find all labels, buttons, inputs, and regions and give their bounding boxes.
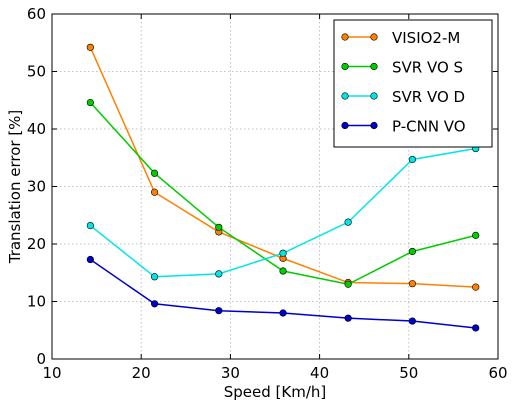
- data-point: [408, 247, 416, 256]
- legend-label: VISIO2-M: [392, 29, 460, 47]
- series-group: [86, 43, 480, 332]
- legend-entry: P-CNN VO: [341, 118, 466, 136]
- legend-entry: VISIO2-M: [341, 29, 460, 47]
- data-point: [86, 43, 94, 51]
- data-point: [150, 188, 159, 196]
- legend-marker: [341, 62, 349, 71]
- y-axis-label: Translation error [%]: [6, 110, 24, 265]
- legend-entry: SVR VO S: [341, 59, 463, 77]
- y-tick-label: 0: [36, 350, 46, 368]
- y-tick-label: 60: [27, 5, 46, 23]
- legend-marker: [370, 92, 378, 100]
- legend-marker: [370, 62, 378, 71]
- series-p-cnn-vo: [86, 255, 480, 332]
- legend-marker: [341, 121, 349, 130]
- legend-label: P-CNN VO: [392, 118, 466, 136]
- data-point: [86, 222, 94, 230]
- x-tick-label: 30: [221, 364, 240, 382]
- x-axis-label: Speed [Km/h]: [224, 383, 327, 401]
- data-point: [215, 307, 223, 315]
- y-tick-label: 40: [27, 120, 46, 138]
- series-svr-vo-s: [86, 98, 480, 288]
- x-tick-label: 40: [310, 364, 329, 382]
- data-point: [215, 223, 223, 231]
- legend-marker: [370, 33, 378, 41]
- data-point: [344, 280, 352, 288]
- data-point: [472, 283, 480, 291]
- data-point: [150, 169, 159, 177]
- legend-marker: [341, 92, 349, 100]
- legend-entry: SVR VO D: [341, 88, 465, 106]
- y-tick-label: 30: [27, 178, 46, 196]
- data-point: [408, 317, 416, 325]
- x-tick-label: 10: [42, 364, 61, 382]
- y-tick-label: 20: [27, 235, 46, 253]
- legend-marker: [370, 121, 378, 130]
- data-point: [408, 280, 416, 288]
- legend-label: SVR VO D: [392, 88, 465, 106]
- data-point: [472, 324, 480, 332]
- data-point: [86, 255, 94, 264]
- x-tick-label: 60: [488, 364, 507, 382]
- legend-marker: [341, 33, 349, 41]
- y-tick-label: 10: [27, 293, 46, 311]
- data-point: [150, 273, 159, 281]
- data-point: [344, 218, 352, 226]
- data-point: [215, 270, 223, 278]
- legend: VISIO2-M SVR VO S SVR VO D P-CNN VO: [333, 19, 493, 148]
- x-tick-label: 50: [399, 364, 418, 382]
- series-svr-vo-d: [86, 144, 480, 281]
- data-point: [279, 249, 287, 257]
- y-tick-label: 50: [27, 63, 46, 81]
- data-point: [279, 267, 287, 275]
- data-point: [86, 98, 94, 107]
- x-tick-label: 20: [132, 364, 151, 382]
- data-point: [279, 309, 287, 317]
- data-point: [408, 155, 416, 164]
- legend-label: SVR VO S: [392, 59, 463, 77]
- data-point: [344, 314, 352, 322]
- data-point: [150, 300, 159, 308]
- data-point: [472, 231, 480, 239]
